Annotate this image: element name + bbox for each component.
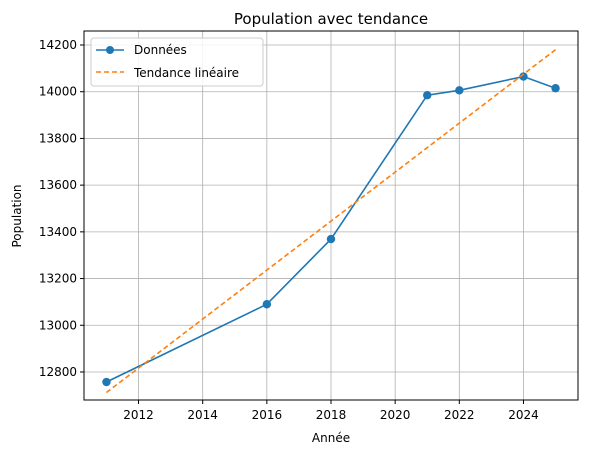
data-point: [262, 300, 272, 309]
data-point: [551, 84, 560, 93]
x-tick-label: 2024: [508, 408, 539, 422]
x-tick-label: 2018: [316, 408, 347, 422]
y-tick-label: 14000: [39, 85, 77, 99]
y-tick-label: 13600: [39, 178, 77, 192]
legend-label-donnees: Données: [134, 43, 187, 57]
y-tick-label: 13400: [39, 225, 77, 239]
y-axis-label: Population: [10, 184, 24, 247]
y-tick-label: 13800: [39, 131, 77, 145]
x-tick-label: 2012: [123, 408, 154, 422]
legend-label-tendance: Tendance linéaire: [133, 66, 239, 80]
y-tick-label: 13000: [39, 318, 77, 332]
x-tick-label: 2022: [444, 408, 475, 422]
x-tick-label: 2016: [252, 408, 283, 422]
legend: Données Tendance linéaire: [90, 37, 264, 87]
x-axis-ticks: 2012 2014 2016 2018 2020 2022 2024: [123, 400, 539, 422]
data-point: [455, 86, 464, 95]
data-point: [326, 234, 336, 244]
x-tick-label: 2014: [187, 408, 218, 422]
y-axis-ticks: 12800 13000 13200 13400 13600 13800 14000 14200: [39, 38, 84, 379]
chart-title: Population avec tendance: [234, 10, 428, 28]
series-line-1: [105, 49, 557, 394]
x-tick-label: 2020: [380, 408, 411, 422]
y-tick-label: 12800: [39, 365, 77, 379]
data-point: [519, 72, 528, 81]
y-tick-label: 14200: [39, 38, 77, 52]
data-point: [423, 91, 432, 100]
x-axis-label: Année: [312, 431, 350, 445]
legend-marker-donnees: [106, 46, 114, 54]
series-layer: [102, 49, 560, 394]
y-tick-label: 13200: [39, 272, 77, 286]
data-point: [102, 377, 111, 387]
legend-box: [90, 37, 264, 87]
